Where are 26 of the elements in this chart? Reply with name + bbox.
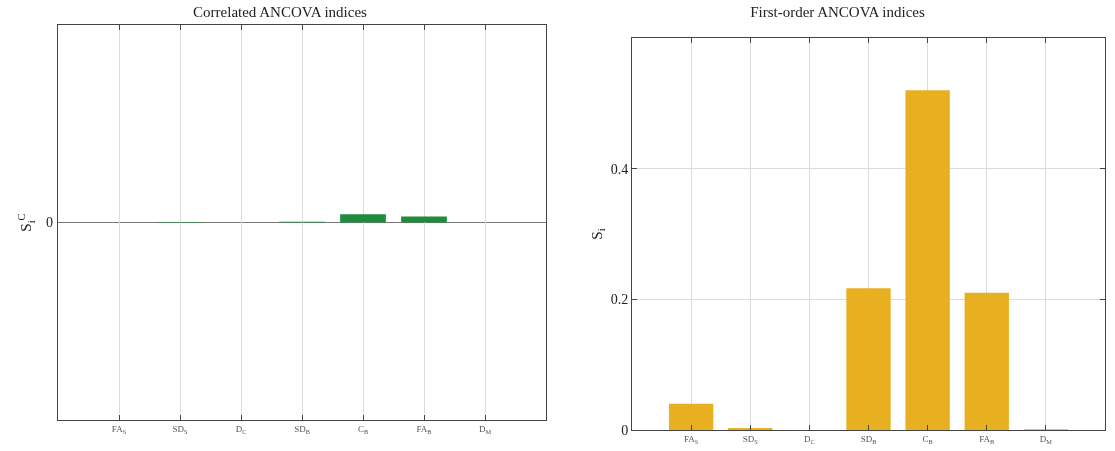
x-tick-label: C$_{B}$ (922, 433, 933, 445)
x-tick-label: SD$_{B}$ (294, 423, 310, 435)
x-tick-label: SD$_{B}$ (860, 433, 877, 445)
chart-title: First-order ANCOVA indices (750, 4, 926, 21)
y-tick-label: 0 (621, 422, 629, 438)
bar (668, 403, 714, 430)
x-tick-label: SD$_{S}$ (742, 433, 759, 445)
y-tick-label: 0.4 (610, 161, 629, 177)
x-tick-label: D$_{M}$ (1039, 433, 1053, 445)
bar (846, 288, 891, 430)
ref-line-label: 0 (46, 215, 53, 230)
x-tick-label: FA$_{S}$ (683, 433, 699, 445)
y-tick-label: 0.2 (610, 292, 629, 308)
x-tick-label: FA$_{B}$ (979, 433, 995, 445)
x-tick-label: D$_{M}$ (478, 423, 492, 435)
x-tick-label: D$_{C}$ (804, 433, 815, 445)
bar (340, 214, 386, 223)
x-tick-label: C$_{B}$ (357, 423, 369, 435)
x-tick-label: D$_{C}$ (235, 423, 247, 435)
chart-title: Correlated ANCOVA indices (193, 4, 368, 21)
x-tick-label: FA$_{B}$ (416, 423, 432, 435)
x-tick-label: FA$_{S}$ (111, 423, 127, 435)
x-tick-label: SD$_{S}$ (172, 423, 188, 435)
bar (964, 292, 1009, 430)
bar (401, 216, 447, 223)
bar (905, 90, 950, 430)
